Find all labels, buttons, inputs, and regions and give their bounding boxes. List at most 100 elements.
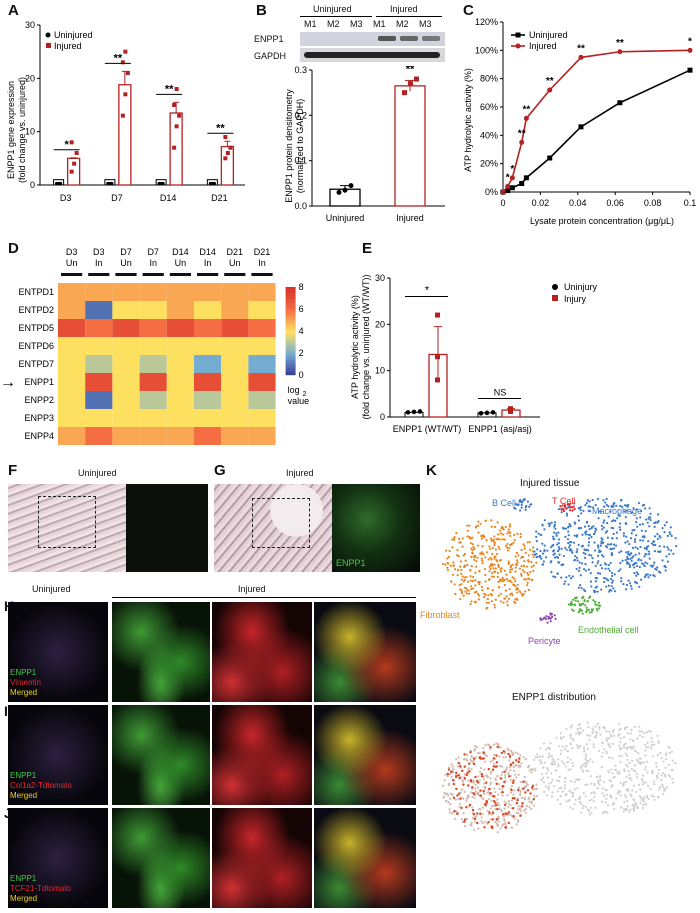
chart-k-point-distribution (623, 794, 627, 797)
chart-k-point-distribution (660, 774, 663, 777)
chart-k-point-distribution (467, 779, 470, 782)
chart-k-point-macrophage (616, 517, 619, 520)
chart-k-point-distribution (665, 758, 668, 761)
chart-k-point-macrophage (582, 567, 586, 571)
chart-k-point-distribution (489, 747, 492, 750)
chart-k-point-macrophage (567, 530, 570, 533)
chart-k-point-macrophage (601, 554, 604, 557)
chart-k-point-distribution (487, 797, 490, 801)
chart-b-y-tick-label: 0.1 (294, 156, 307, 166)
chart-d-col-label-top: D7 (120, 247, 132, 257)
chart-k-point-macrophage (640, 529, 643, 532)
chart-k-point-enpp1 (452, 779, 455, 782)
chart-k-point-endothelial (573, 603, 576, 606)
chart-k-point-macrophage (567, 583, 570, 586)
chart-d-cell (112, 301, 140, 319)
chart-k-point-distribution (480, 816, 483, 819)
chart-k-point-macrophage (608, 569, 611, 573)
chart-k-point-fibroblast (515, 551, 518, 555)
chart-k-point-macrophage (571, 575, 574, 578)
chart-k-point-macrophage (600, 540, 603, 543)
chart-k-point-distribution (498, 787, 501, 791)
chart-k-point-macrophage (544, 556, 548, 559)
chart-k-point-endothelial (576, 600, 580, 603)
chart-k-point-fibroblast (459, 541, 462, 544)
chart-k-point-macrophage (627, 562, 630, 565)
chart-k-point-fibroblast (516, 561, 519, 564)
chart-k-point-macrophage (646, 562, 649, 565)
chart-k-point-distribution (509, 804, 512, 807)
chart-k-point-macrophage (619, 504, 622, 507)
chart-k-point-distribution (650, 737, 653, 740)
panel-k-title-1: Injured tissue (520, 478, 580, 489)
chart-d-cell (221, 301, 249, 319)
chart-k-point-distribution (552, 784, 556, 788)
chart-e-y-tick-label: 0 (380, 412, 385, 422)
chart-b-y-tick-label: 0.3 (294, 66, 307, 75)
chart-k-point-distribution (585, 743, 588, 746)
chart-k-point-fibroblast (448, 549, 451, 553)
chart-k-point-fibroblast (471, 579, 474, 583)
chart-k-point-macrophage (626, 555, 629, 559)
chart-k-point-fibroblast (470, 587, 473, 591)
chart-d-scale-tick-label: 2 (299, 348, 304, 358)
chart-k-point-macrophage (564, 535, 567, 539)
chart-k-point-distribution (630, 728, 633, 731)
chart-k-point-endothelial (583, 599, 586, 602)
chart-k-point-macrophage (655, 568, 658, 571)
chart-k-point-macrophage (575, 556, 578, 559)
chart-k-point-distribution (534, 756, 537, 759)
chart-k-point-fibroblast (449, 564, 452, 567)
chart-k-point-macrophage (637, 573, 640, 576)
chart-k-point-macrophage (583, 556, 587, 559)
chart-k-point-distribution (615, 769, 618, 772)
chart-d-row-label: ENPP2 (24, 395, 54, 405)
chart-k-point-macrophage (591, 561, 594, 564)
chart-c-point (523, 115, 529, 121)
chart-k-point-distribution (516, 752, 519, 755)
chart-d-scale-sub: 2 (303, 391, 307, 398)
chart-k-point-distribution (560, 737, 563, 740)
chart-k-point-fibroblast (524, 590, 527, 593)
chart-k-point-fibroblast (506, 532, 509, 535)
chart-k-point-macrophage (633, 566, 636, 569)
chart-k-point-distribution (496, 824, 499, 828)
chart-k-point-macrophage (658, 545, 661, 548)
chart-k-point-distribution (625, 764, 628, 767)
chart-k-point-distribution (572, 764, 575, 768)
chart-k-point-distribution (660, 778, 663, 782)
chart-k-point-distribution (660, 756, 663, 760)
chart-k-point-distribution (571, 737, 575, 741)
chart-k-point-macrophage (555, 534, 558, 537)
chart-k-point-enpp1 (452, 796, 456, 800)
chart-d-scale-cell (285, 357, 296, 360)
chart-k-point-enpp1 (487, 767, 490, 771)
chart-k-point-distribution (569, 791, 572, 794)
chart-d-cell (112, 409, 140, 427)
chart-k-point-tcell (559, 505, 562, 508)
chart-k-point-macrophage (634, 553, 637, 556)
chart-e-point-uninjury (490, 410, 496, 415)
chart-k-point-distribution (515, 811, 518, 814)
chart-d-scale-cell (285, 368, 296, 371)
chart-k-point-distribution (547, 769, 550, 772)
chart-k-point-enpp1 (495, 761, 499, 764)
chart-k-point-distribution (511, 751, 514, 755)
chart-d-cell (194, 355, 222, 373)
chart-k-point-distribution (599, 733, 602, 736)
chart-k-point-fibroblast (455, 532, 458, 535)
chart-k-point-macrophage (639, 578, 643, 581)
chart-k-point-pericyte (539, 618, 542, 622)
chart-k-point-macrophage (600, 524, 603, 528)
chart-k-point-distribution (617, 722, 621, 726)
chart-k-point-pericyte (546, 621, 549, 624)
chart-k-point-enpp1 (452, 782, 456, 786)
chart-c-legend-marker-injured (515, 43, 521, 49)
chart-k-point-distribution (516, 797, 520, 800)
chart-k-point-enpp1 (531, 784, 535, 788)
chart-k-point-pericyte (549, 620, 552, 623)
chart-k-point-enpp1 (472, 757, 476, 760)
chart-e-legend-marker-uninjury (552, 284, 558, 290)
chart-k-point-distribution (586, 783, 589, 786)
chart-k-point-macrophage (586, 499, 589, 502)
